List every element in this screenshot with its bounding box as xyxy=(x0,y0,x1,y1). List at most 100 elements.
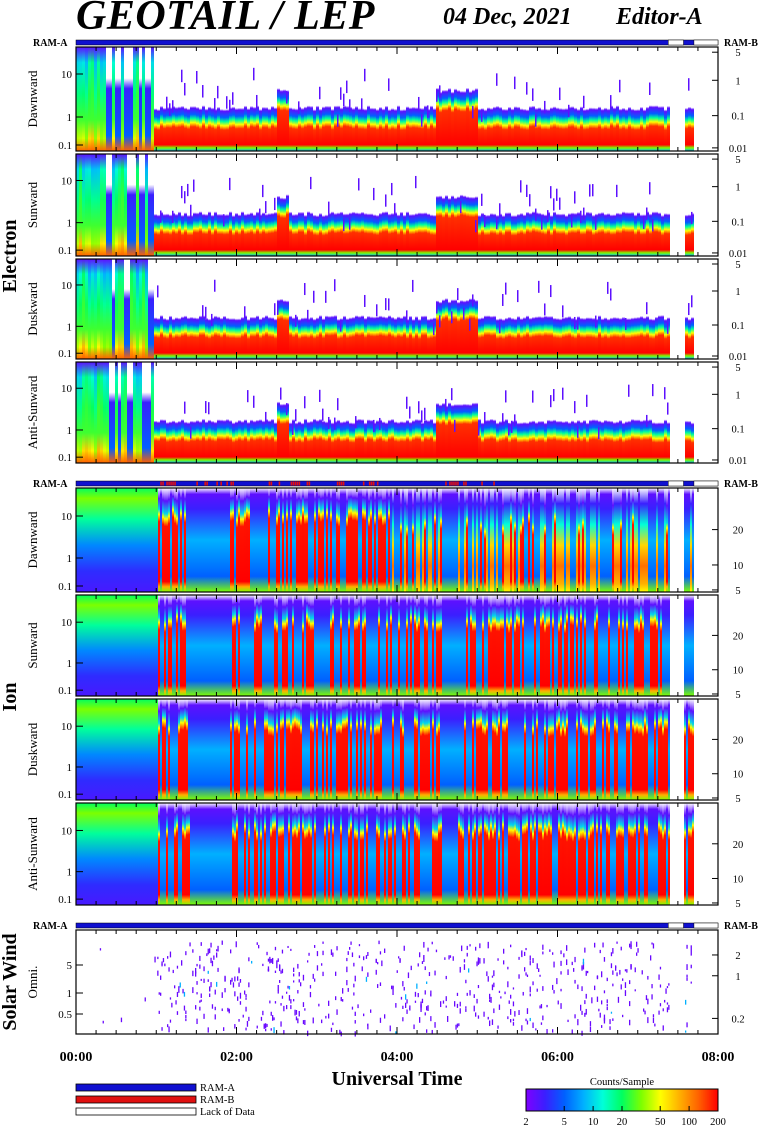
spectrogram-column xyxy=(356,595,358,696)
spectrogram-column xyxy=(526,259,529,359)
spectrogram-dot xyxy=(351,952,354,958)
spectrogram-column xyxy=(136,362,139,463)
spectrogram-column xyxy=(614,488,616,592)
spectrogram-column xyxy=(326,699,328,800)
spectrogram-dot xyxy=(491,1019,494,1025)
spectrogram-column xyxy=(208,488,210,592)
spectrogram-column xyxy=(372,699,374,800)
ram-left-label: RAM-A xyxy=(33,479,68,490)
spectrogram-dot xyxy=(469,944,471,947)
spectrogram-column xyxy=(157,154,160,256)
spectrogram-column xyxy=(460,259,463,359)
spectrogram-column xyxy=(228,699,230,800)
spectrogram-column xyxy=(688,595,690,696)
spectrogram-column xyxy=(202,47,205,151)
spectrogram-column xyxy=(548,699,550,800)
spectrogram-column xyxy=(172,699,174,800)
spectrogram-column xyxy=(276,699,278,800)
spectrogram-column xyxy=(358,595,360,696)
spectrogram-column xyxy=(292,699,294,800)
spectrogram-dot xyxy=(196,992,198,995)
spectrogram-dot xyxy=(256,942,258,945)
spectrogram-column xyxy=(402,595,404,696)
spectrogram-column xyxy=(176,803,178,905)
spectrogram-dot xyxy=(256,1025,258,1029)
spectrogram-dot xyxy=(498,990,501,993)
spectrogram-dot xyxy=(479,958,481,964)
spectrogram-column xyxy=(328,595,330,696)
y-right-tick-label: 0.1 xyxy=(731,321,744,332)
spectrogram-column xyxy=(280,154,283,256)
spectrogram-column xyxy=(430,803,432,905)
spectrogram-spike xyxy=(229,177,231,191)
spectrogram-column xyxy=(487,259,490,359)
spectrogram-spike xyxy=(559,87,561,101)
spectrogram-column xyxy=(490,488,492,592)
spectrogram-dot xyxy=(503,960,505,965)
spectrogram-column xyxy=(306,595,308,696)
spectrogram-column xyxy=(214,154,217,256)
spectrogram-column xyxy=(418,803,420,905)
spectrogram-dot xyxy=(612,948,614,954)
spectrogram-dot xyxy=(238,968,240,973)
spectrogram-column xyxy=(282,699,284,800)
spectrogram-column xyxy=(510,595,512,696)
spectrogram-column xyxy=(242,595,244,696)
spectrogram-dot xyxy=(476,961,478,967)
spectrogram-column xyxy=(570,803,572,905)
spectrogram-column xyxy=(290,595,292,696)
y-tick-label: 1 xyxy=(67,867,73,879)
spectrogram-column xyxy=(302,699,304,800)
spectrogram-column xyxy=(632,488,634,592)
spectrogram-dot xyxy=(354,1011,356,1015)
spectrogram-column xyxy=(78,488,80,592)
spectrogram-column xyxy=(290,488,292,592)
spectrogram-column xyxy=(422,699,424,800)
spectrogram-column xyxy=(136,699,138,800)
spectrogram-column xyxy=(505,259,508,359)
ram-a-segment xyxy=(75,39,719,46)
spectrogram-spike xyxy=(340,87,342,100)
spectrogram-column xyxy=(532,362,535,463)
spectrogram-column xyxy=(622,699,624,800)
spectrogram-column xyxy=(616,803,618,905)
spectrogram-dot xyxy=(157,970,159,976)
spectrogram-column xyxy=(418,154,421,256)
spectrogram-column xyxy=(280,803,282,905)
spectrogram-column xyxy=(385,47,388,151)
y-tick-label: 10 xyxy=(61,383,73,395)
spectrogram-column xyxy=(468,699,470,800)
spectrogram-dot xyxy=(172,969,174,974)
spectrogram-column xyxy=(556,259,559,359)
spectrogram-column xyxy=(538,803,540,905)
spectrogram-column xyxy=(398,488,400,592)
spectrogram-column xyxy=(295,47,298,151)
spectrogram-dot xyxy=(392,989,394,996)
spectrogram-dot xyxy=(525,972,527,976)
spectrogram-dot xyxy=(624,992,627,997)
spectrogram-column xyxy=(352,595,354,696)
spectrogram-column xyxy=(310,259,313,359)
spectrogram-column xyxy=(400,803,402,905)
spectrogram-column xyxy=(361,259,364,359)
spectrogram-column xyxy=(364,47,367,151)
spectrogram-column xyxy=(607,362,610,463)
spectrogram-column xyxy=(626,803,628,905)
spectrogram-column xyxy=(652,699,654,800)
spectrogram-column xyxy=(188,803,190,905)
spectrogram-column xyxy=(294,488,296,592)
spectrogram-dot xyxy=(477,959,480,965)
spectrogram-column xyxy=(307,362,310,463)
ram-b-segment xyxy=(445,481,447,486)
spectrogram-column xyxy=(370,259,373,359)
spectrogram-dot xyxy=(102,1020,104,1024)
spectrogram-column xyxy=(214,595,216,696)
spectrogram-column xyxy=(620,488,622,592)
spectrogram-column xyxy=(580,595,582,696)
spectrogram-dot xyxy=(580,1004,582,1011)
spectrogram-column xyxy=(354,699,356,800)
spectrogram-column xyxy=(598,699,600,800)
spectrogram-column xyxy=(661,154,664,256)
spectrogram-column xyxy=(144,488,146,592)
